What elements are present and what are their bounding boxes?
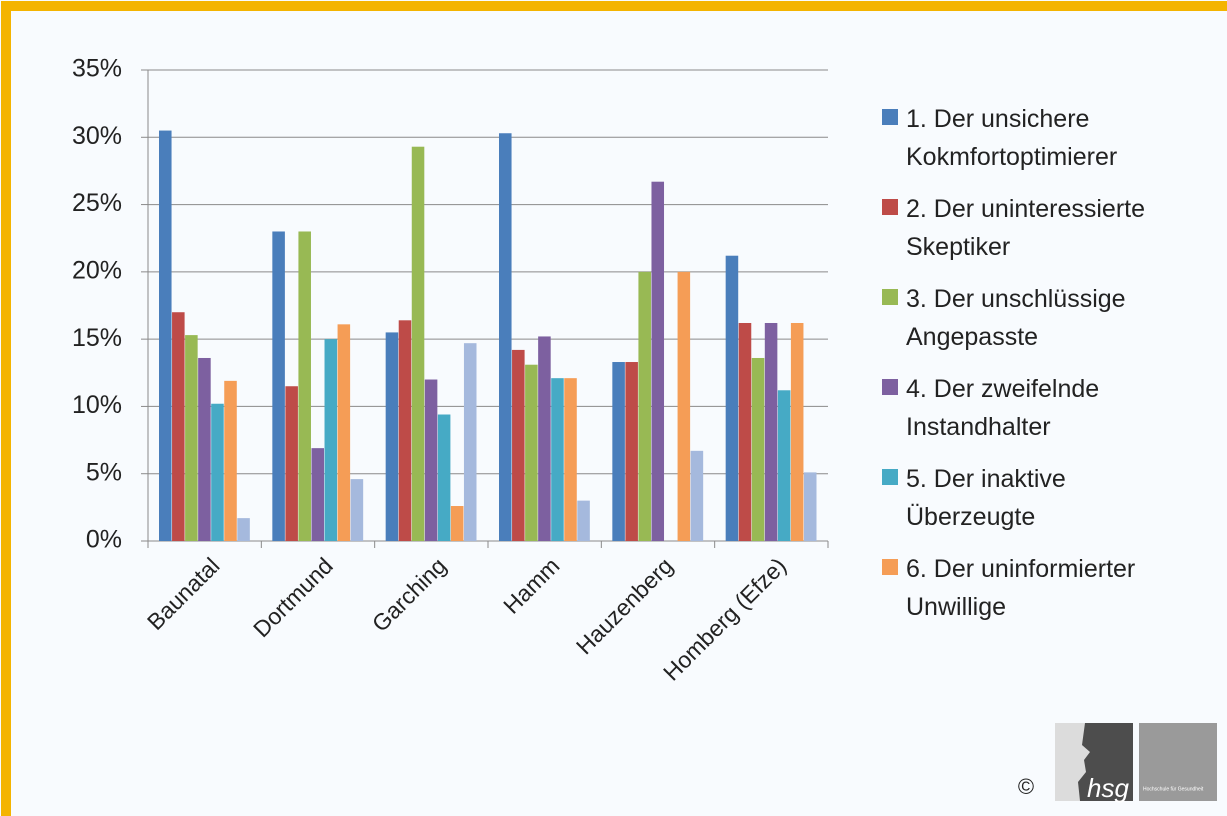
bar bbox=[751, 357, 765, 541]
bar bbox=[551, 378, 564, 541]
bar bbox=[738, 322, 752, 541]
x-tick-label: Hauzenberg bbox=[571, 552, 678, 659]
legend-label: 6. Der uninformierter Unwillige bbox=[906, 555, 1136, 621]
bar bbox=[651, 181, 665, 542]
legend-swatch bbox=[882, 199, 898, 215]
x-tick-label: Homberg (Efze) bbox=[658, 552, 791, 685]
bar bbox=[337, 324, 351, 541]
bar bbox=[211, 403, 224, 541]
x-tick-label: Dortmund bbox=[248, 552, 338, 642]
legend-item: 4. Der zweifelnde Instandhalter bbox=[882, 370, 1222, 446]
legend-item: 5. Der inaktive Überzeugte bbox=[882, 460, 1222, 536]
bar bbox=[538, 336, 551, 541]
bar bbox=[512, 349, 525, 541]
y-tick-label: 25% bbox=[72, 189, 122, 217]
bar bbox=[224, 380, 237, 541]
bar bbox=[159, 130, 172, 542]
y-tick-label: 10% bbox=[72, 391, 122, 419]
bar bbox=[803, 472, 817, 541]
x-tick-label: Garching bbox=[367, 552, 451, 636]
bar bbox=[790, 322, 804, 541]
legend-label: 2. Der uninteressierte Skeptiker bbox=[906, 195, 1146, 261]
bar bbox=[424, 379, 438, 541]
bar bbox=[450, 506, 464, 541]
legend-item: 1. Der unsichere Kokmfortoptimierer bbox=[882, 100, 1222, 176]
y-tick-label: 15% bbox=[72, 324, 122, 352]
bar bbox=[725, 255, 739, 542]
bar bbox=[577, 500, 590, 541]
y-tick-label: 5% bbox=[86, 458, 122, 486]
bar bbox=[463, 343, 477, 541]
bar bbox=[285, 386, 298, 541]
copyright: © bbox=[1018, 774, 1034, 799]
bar bbox=[185, 335, 198, 541]
legend-label: 1. Der unsichere Kokmfortoptimierer bbox=[906, 105, 1118, 171]
legend-swatch bbox=[882, 289, 898, 305]
legend-swatch bbox=[882, 559, 898, 575]
logo-mark: hsg bbox=[1087, 773, 1129, 803]
x-tick-label: Baunatal bbox=[142, 552, 225, 635]
logo-box-2 bbox=[1139, 723, 1217, 801]
legend-label: 5. Der inaktive Überzeugte bbox=[906, 465, 1066, 531]
y-tick-label: 30% bbox=[72, 122, 122, 150]
bar bbox=[764, 322, 778, 541]
bar bbox=[690, 450, 704, 541]
bar bbox=[298, 231, 311, 541]
legend-swatch bbox=[882, 469, 898, 485]
logo-face bbox=[1055, 723, 1090, 801]
legend-label: 3. Der unschlüssige Angepasste bbox=[906, 285, 1126, 351]
bar bbox=[324, 339, 338, 541]
bar bbox=[398, 320, 412, 541]
bar bbox=[625, 362, 638, 541]
bar bbox=[677, 271, 691, 541]
bar bbox=[385, 332, 399, 541]
bar bbox=[777, 390, 791, 541]
legend-item: 2. Der uninteressierte Skeptiker bbox=[882, 190, 1222, 266]
legend-swatch bbox=[882, 379, 898, 395]
bar bbox=[272, 231, 285, 541]
bar bbox=[499, 133, 512, 541]
x-tick-label: Hamm bbox=[498, 552, 564, 618]
y-tick-label: 20% bbox=[72, 256, 122, 284]
legend: 1. Der unsichere Kokmfortoptimierer 2. De… bbox=[882, 100, 1222, 640]
bar bbox=[564, 378, 577, 541]
bar bbox=[172, 312, 185, 541]
bar bbox=[612, 362, 625, 541]
bar bbox=[437, 414, 451, 541]
y-tick-label: 35% bbox=[72, 55, 122, 83]
bar bbox=[237, 518, 250, 541]
y-tick-label: 0% bbox=[86, 526, 122, 554]
legend-item: 6. Der uninformierter Unwillige bbox=[882, 550, 1222, 626]
logo-text: Hochschule für Gesundheit bbox=[1143, 786, 1204, 792]
legend-label: 4. Der zweifelnde Instandhalter bbox=[906, 375, 1100, 441]
bar bbox=[638, 271, 651, 541]
bar bbox=[411, 146, 425, 541]
legend-item: 3. Der unschlüssige Angepasste bbox=[882, 280, 1222, 356]
bar bbox=[198, 357, 211, 541]
bar bbox=[311, 448, 325, 541]
bar bbox=[350, 479, 364, 541]
legend-swatch bbox=[882, 109, 898, 125]
bar bbox=[525, 364, 538, 541]
